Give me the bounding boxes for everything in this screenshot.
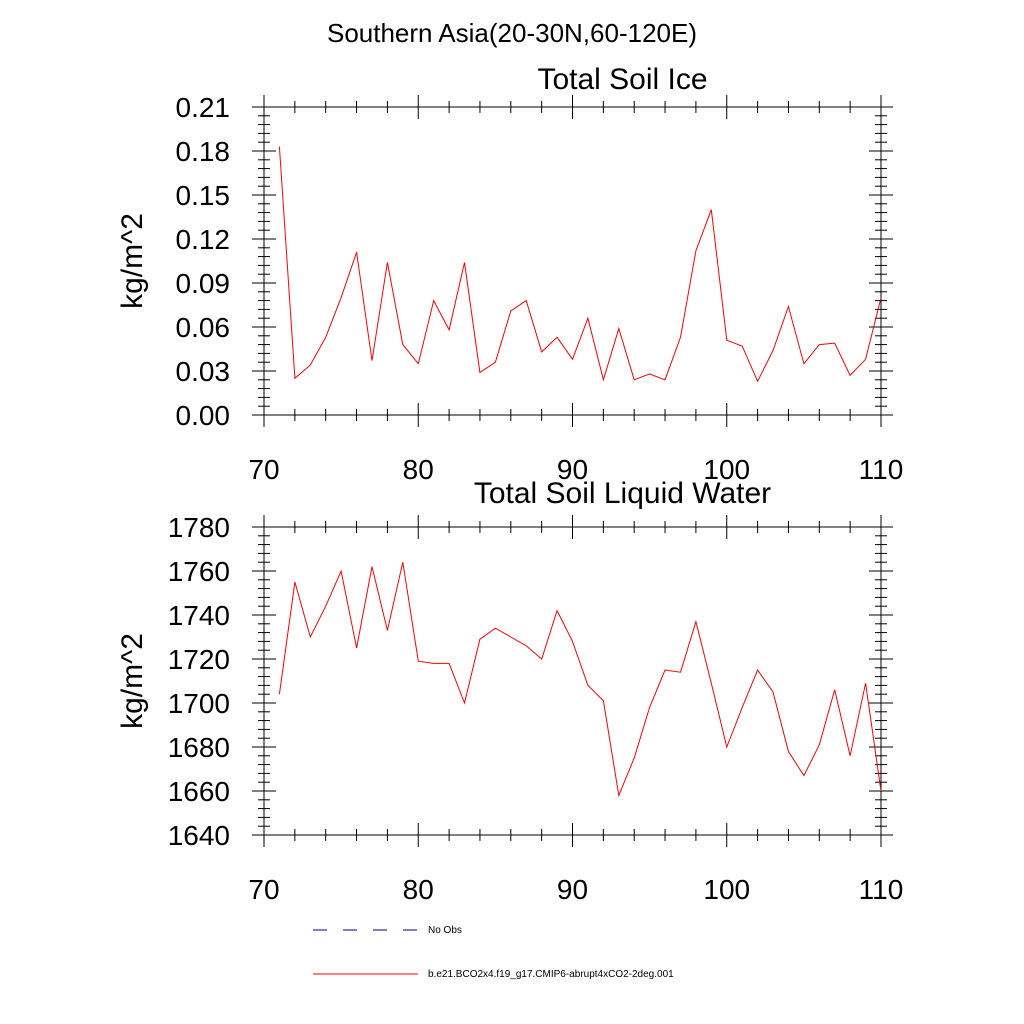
- panel-soil-ice: Total Soil Ice 0.00 0.03 0.06 0.09 0.12 0.15 0.…: [116, 63, 903, 485]
- y-tick-label: 1660: [168, 776, 230, 807]
- series-line: [278, 146, 882, 383]
- legend: No Obs b.e21.BCO2x4.f19_g17.CMIP6-abrupt…: [313, 925, 674, 980]
- y-tick-label: 1780: [168, 512, 230, 543]
- y-tick-label: 1640: [168, 820, 230, 851]
- x-tick-label: 70: [248, 874, 279, 905]
- plot-frame: [263, 106, 882, 416]
- y-tick-label: 0.21: [176, 92, 231, 123]
- y-tick-label: 1760: [168, 556, 230, 587]
- x-tick-label: 90: [557, 454, 588, 485]
- y-tick-label: 1700: [168, 688, 230, 719]
- legend-model-label: b.e21.BCO2x4.f19_g17.CMIP6-abrupt4xCO2-2…: [428, 969, 674, 980]
- x-tick-label: 70: [248, 454, 279, 485]
- y-tick-label: 0.15: [176, 180, 231, 211]
- y-tick-label: 0.00: [176, 400, 231, 431]
- y-tick-label: 0.03: [176, 356, 231, 387]
- y-tick-label: 0.09: [176, 268, 231, 299]
- legend-obs-label: No Obs: [428, 925, 462, 936]
- y-tick-label: 0.18: [176, 136, 231, 167]
- x-tick-label: 90: [557, 874, 588, 905]
- x-tick-label: 110: [859, 874, 904, 905]
- y-tick-label: 0.12: [176, 224, 231, 255]
- y-tick-label: 1720: [168, 644, 230, 675]
- y-tick-label: 1680: [168, 732, 230, 763]
- y-tick-label: 1740: [168, 600, 230, 631]
- y-axis-label: kg/m^2: [116, 213, 149, 309]
- x-tick-label: 80: [403, 874, 434, 905]
- x-tick-label: 110: [859, 454, 904, 485]
- y-axis-label: kg/m^2: [116, 633, 149, 729]
- x-tick-label: 80: [403, 454, 434, 485]
- figure-suptitle: Southern Asia(20-30N,60-120E): [327, 18, 697, 48]
- chart-title: Total Soil Ice: [537, 63, 707, 96]
- y-tick-label: 0.06: [176, 312, 231, 343]
- panel-soil-liquid-water: Total Soil Liquid Water 1640 1660 1680 1700 1…: [116, 477, 903, 905]
- chart-title: Total Soil Liquid Water: [474, 477, 771, 510]
- plot-frame: [263, 526, 882, 836]
- x-tick-label: 100: [703, 454, 750, 485]
- series-line: [278, 562, 882, 798]
- x-tick-label: 100: [703, 874, 750, 905]
